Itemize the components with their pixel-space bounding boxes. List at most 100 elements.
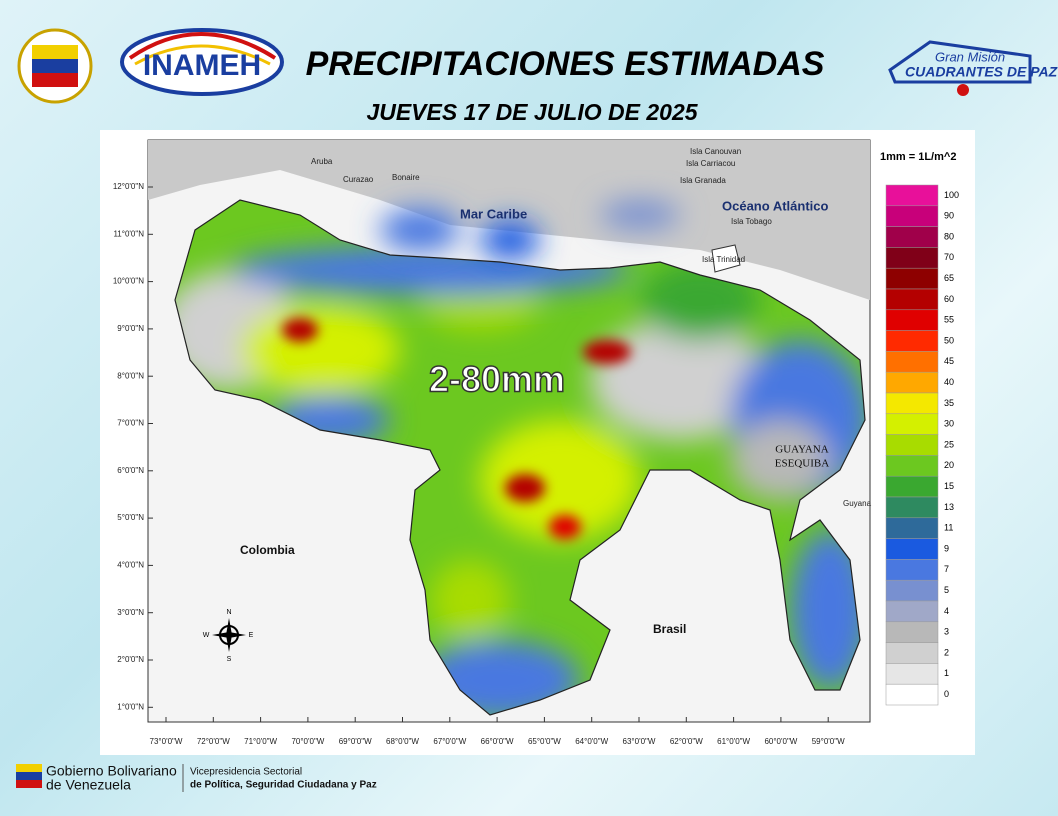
legend-label: 0: [944, 689, 949, 699]
legend-label: 45: [944, 356, 954, 366]
gov-line2: de Venezuela: [46, 777, 131, 793]
legend-label: 50: [944, 335, 954, 345]
sea: [148, 140, 870, 300]
region-label: Colombia: [240, 543, 295, 557]
legend-swatch: [885, 475, 939, 498]
legend-swatch: [885, 538, 939, 560]
range-label: 2-80mm: [429, 359, 565, 400]
compass-letter: W: [203, 632, 210, 639]
legend-label: 4: [944, 606, 949, 616]
sea-rain: [380, 200, 680, 260]
legend-label: 1: [944, 668, 949, 678]
lon-label: 69°0'0"W: [339, 737, 372, 746]
lat-label: 2°0'0"N: [117, 655, 144, 664]
lon-label: 72°0'0"W: [197, 737, 230, 746]
legend-swatch: [885, 621, 939, 643]
place-label: Isla Carriacou: [686, 159, 735, 168]
title: PRECIPITACIONES ESTIMADAS: [306, 45, 825, 83]
legend-label: 15: [944, 481, 954, 491]
legend-swatch: [885, 559, 939, 581]
lon-label: 66°0'0"W: [481, 737, 514, 746]
compass-letter: E: [249, 632, 254, 639]
legend-label: 90: [944, 211, 954, 221]
legend-swatch: [885, 496, 939, 519]
legend-label: 25: [944, 439, 954, 449]
compass-letter: S: [227, 656, 232, 663]
legend-label: 70: [944, 252, 954, 262]
legend-swatch: [885, 455, 939, 477]
legend-swatch: [885, 267, 939, 290]
legend-swatch: [885, 247, 939, 269]
region-label: Océano Atlántico: [722, 198, 828, 213]
legend-swatch: [885, 600, 939, 623]
place-label: Bonaire: [392, 173, 420, 182]
legend-label: 60: [944, 294, 954, 304]
lon-label: 67°0'0"W: [433, 737, 466, 746]
legend-swatch: [885, 663, 939, 685]
legend-swatch: [885, 683, 939, 706]
coat-logo: [17, 28, 93, 104]
legend-label: 40: [944, 377, 954, 387]
vice-line2: de Política, Seguridad Ciudadana y Paz: [190, 780, 377, 791]
compass: [212, 618, 246, 652]
legend-swatch: [885, 517, 939, 539]
lon-label: 65°0'0"W: [528, 737, 561, 746]
lon-label: 70°0'0"W: [291, 737, 324, 746]
inameh-text: INAMEH: [143, 49, 261, 82]
lon-label: 71°0'0"W: [244, 737, 277, 746]
legend-label: 2: [944, 647, 949, 657]
lon-label: 59°0'0"W: [812, 737, 845, 746]
legend-swatch: [885, 413, 939, 435]
gov-line1: Gobierno Bolivariano: [46, 763, 177, 779]
lat-label: 4°0'0"N: [117, 561, 144, 570]
legend-label: 3: [944, 627, 949, 637]
legend-label: 35: [944, 398, 954, 408]
legend-swatch: [885, 226, 939, 248]
legend-label: 30: [944, 419, 954, 429]
lat-label: 9°0'0"N: [117, 324, 144, 333]
cuadrantes-logo: Gran Misión CUADRANTES DE PAZ: [888, 40, 1058, 96]
legend-label: 20: [944, 460, 954, 470]
legend-swatch: [885, 371, 939, 394]
legend-swatch: [885, 392, 939, 415]
compass-letter: N: [226, 609, 231, 616]
esequibo-label: ESEQUIBA: [775, 458, 829, 470]
place-label: Isla Trinidad: [702, 255, 745, 264]
legend-label: 100: [944, 190, 959, 200]
lon-label: 63°0'0"W: [623, 737, 656, 746]
lon-label: 68°0'0"W: [386, 737, 419, 746]
lat-label: 1°0'0"N: [117, 702, 144, 711]
legend-swatch: [885, 579, 939, 602]
legend-label: 13: [944, 502, 954, 512]
lat-label: 3°0'0"N: [117, 608, 144, 617]
legend-label: 80: [944, 231, 954, 241]
legend-swatch: [885, 288, 939, 311]
lat-label: 8°0'0"N: [117, 371, 144, 380]
logo-top: Gran Misión: [935, 49, 1005, 64]
place-label: Isla Canouvan: [690, 147, 741, 156]
lon-label: 73°0'0"W: [150, 737, 183, 746]
footer-flag-red: [16, 780, 42, 788]
country-border: [174, 199, 866, 716]
place-label: Aruba: [311, 157, 333, 166]
inameh-logo: INAMEH: [120, 28, 284, 96]
trinidad: [711, 244, 741, 273]
lon-label: 60°0'0"W: [764, 737, 797, 746]
place-label: Isla Granada: [680, 176, 726, 185]
lat-label: 7°0'0"N: [117, 419, 144, 428]
legend-label: 7: [944, 564, 949, 574]
place-label: Curazao: [343, 175, 374, 184]
legend-swatch: [885, 642, 939, 664]
legend-label: 11: [944, 523, 953, 533]
legend-swatch: [885, 434, 939, 456]
lon-label: 61°0'0"W: [717, 737, 750, 746]
legend-swatch: [885, 309, 939, 331]
lon-label: 62°0'0"W: [670, 737, 703, 746]
lat-label: 5°0'0"N: [117, 513, 144, 522]
lat-label: 11°0'0"N: [113, 229, 144, 238]
place-label: Guyana: [843, 499, 872, 508]
legend-swatch: [885, 205, 939, 227]
subtitle: JUEVES 17 DE JULIO DE 2025: [366, 99, 698, 125]
